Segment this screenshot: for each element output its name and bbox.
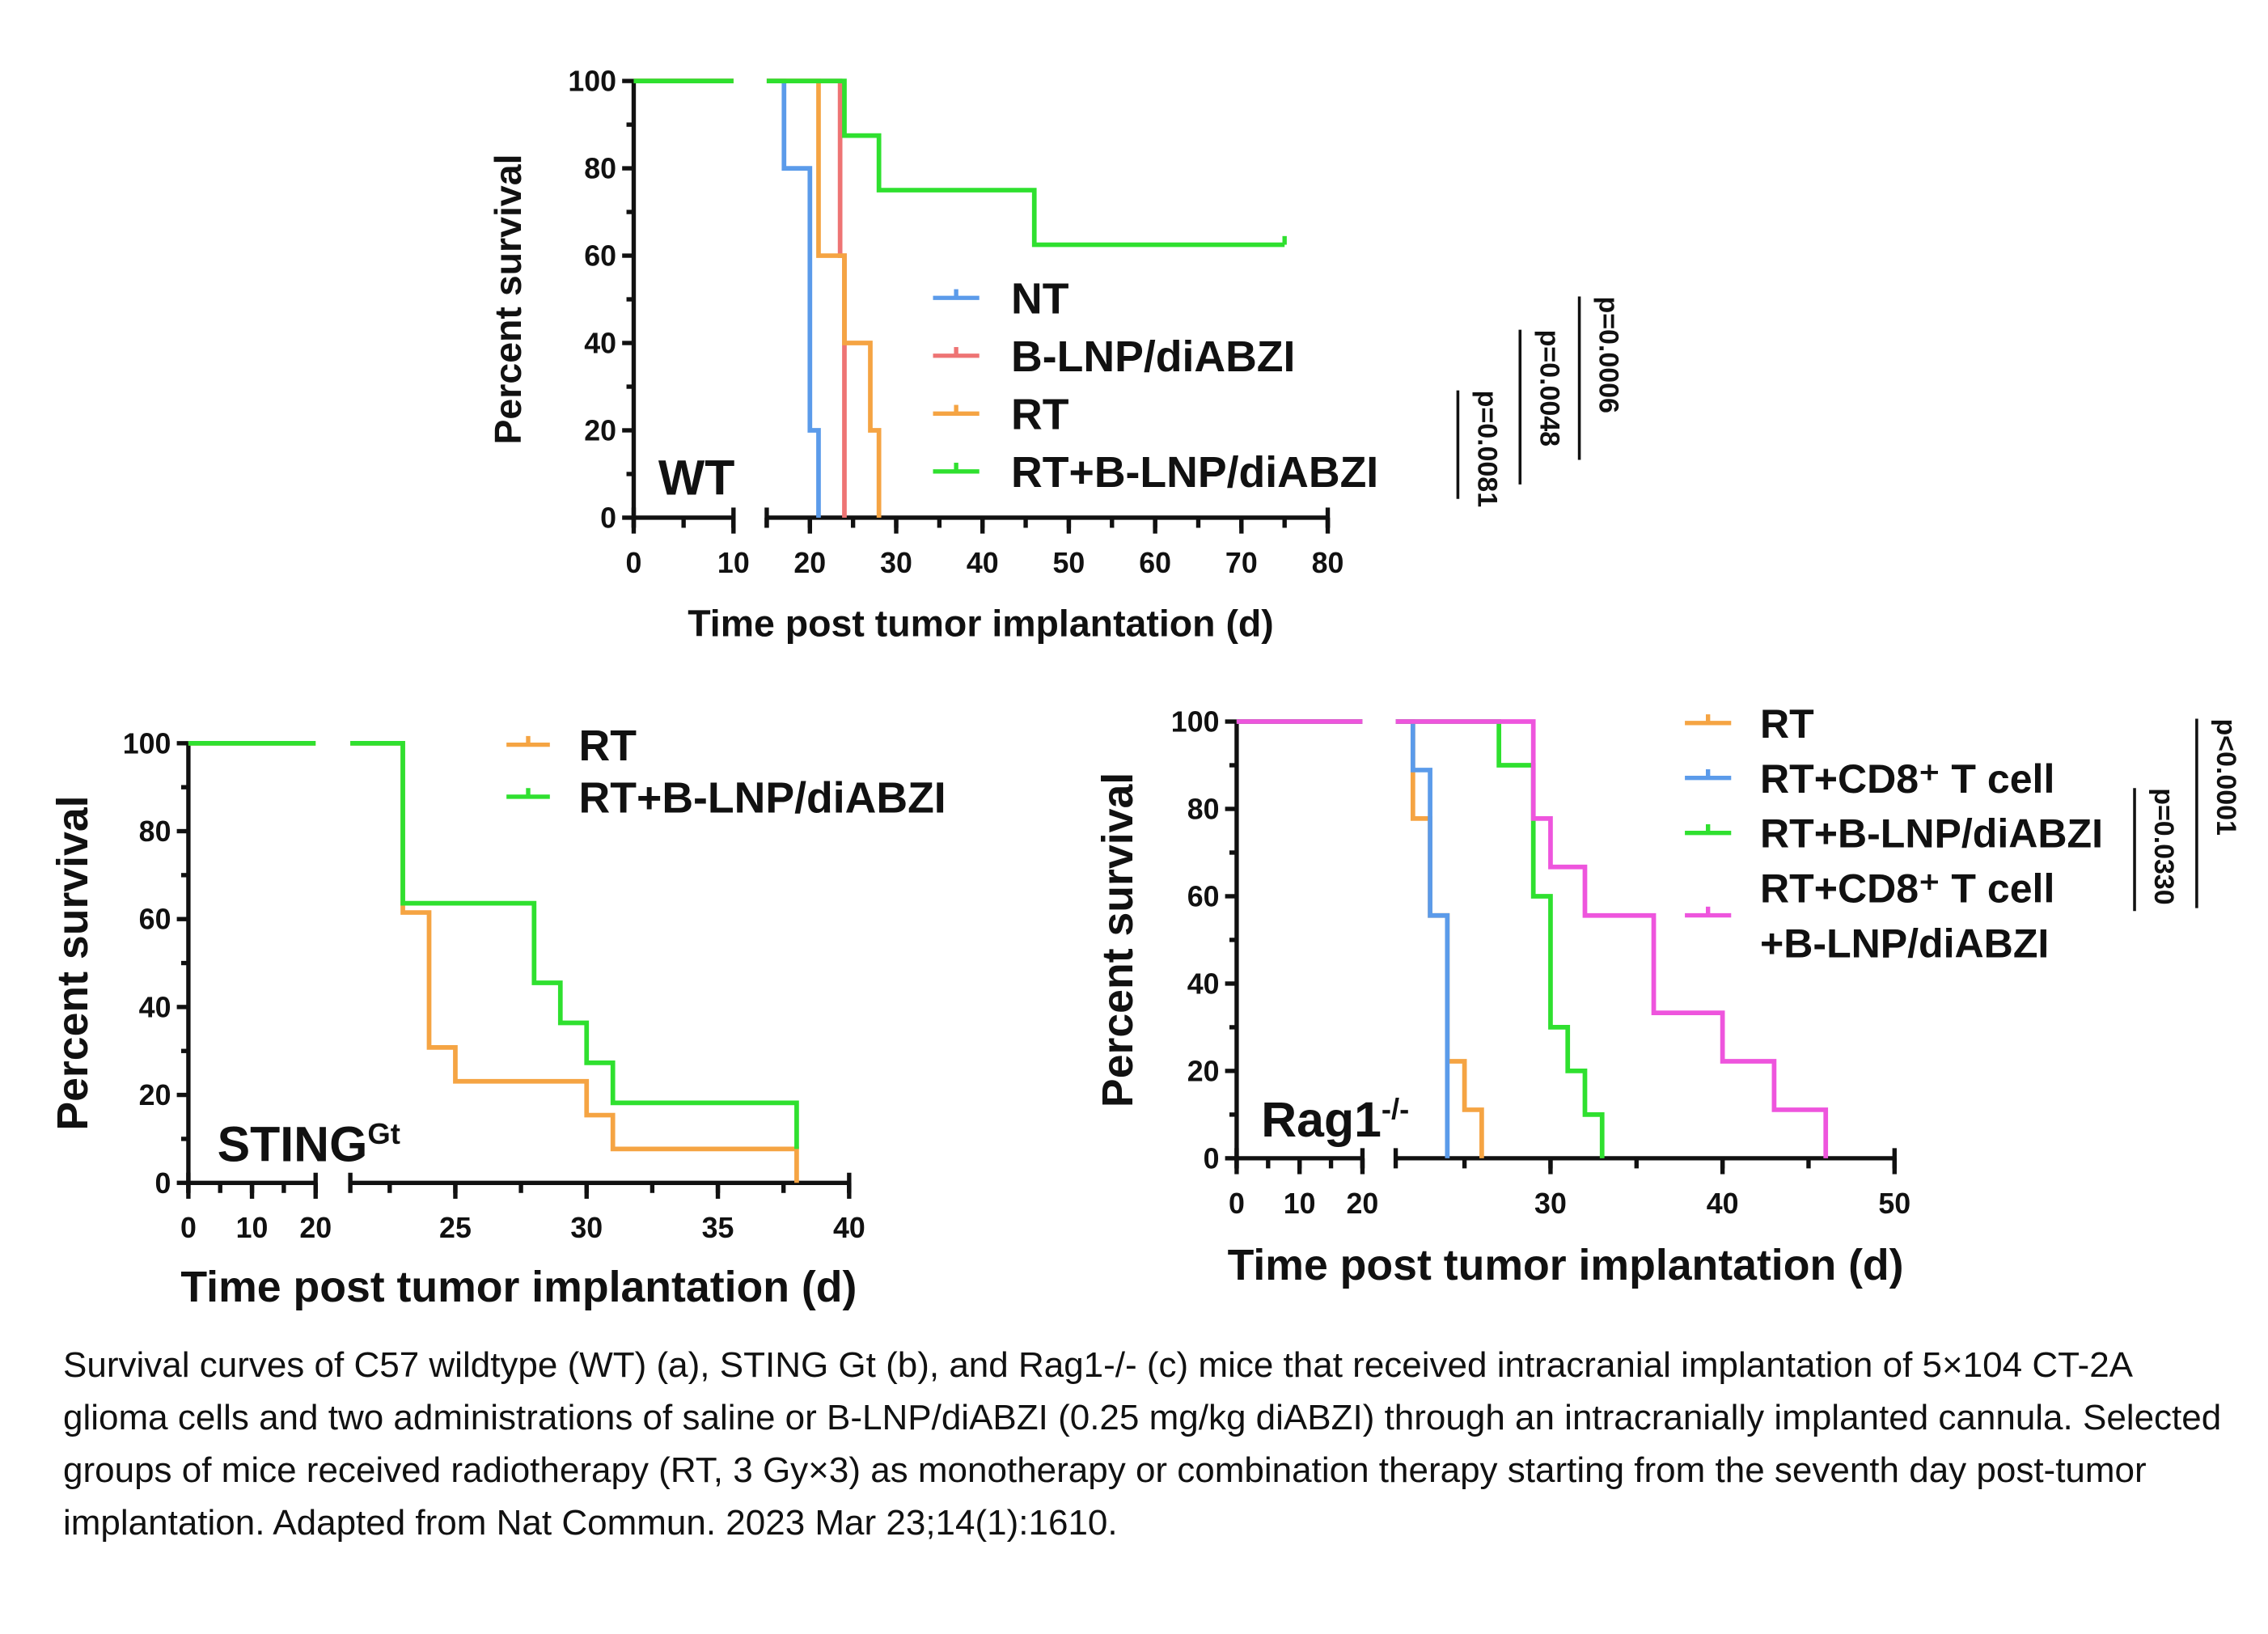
survival-curve-3 [1236, 719, 1829, 1158]
x-tick-label: 0 [180, 1212, 197, 1244]
pvalue-label: p=0.0081 [1471, 391, 1502, 507]
panel-label-superscript: -/- [1382, 1093, 1409, 1126]
y-tick-label: 100 [123, 727, 171, 760]
x-tick-label: 20 [299, 1212, 332, 1244]
legend-label: B-LNP/diABZI [1011, 332, 1295, 381]
panel-genotype-label: WT [658, 450, 734, 505]
y-tick-label: 80 [139, 815, 171, 848]
x-tick-label: 40 [1707, 1187, 1739, 1220]
x-tick-label: 0 [1229, 1187, 1245, 1220]
x-tick-label: 0 [626, 547, 642, 579]
survival-curve-1 [188, 740, 799, 1149]
panel-genotype-label: STINGGt [218, 1116, 400, 1171]
panel-genotype-label: Rag1-/- [1261, 1092, 1409, 1147]
panel-label-text: STING [218, 1116, 368, 1171]
x-tick-label: 30 [880, 547, 912, 579]
legend-label: RT [1760, 701, 1814, 747]
x-tick-label: 30 [1534, 1187, 1567, 1220]
x-tick-label: 40 [833, 1212, 865, 1244]
x-tick-label: 70 [1225, 547, 1258, 579]
legend-label: RT [579, 722, 637, 770]
x-tick-label: 35 [702, 1212, 734, 1244]
legend-label: RT+CD8⁺ T cell [1760, 866, 2054, 912]
legend-label: RT+CD8⁺ T cell [1760, 756, 2054, 802]
y-tick-label: 40 [139, 991, 171, 1023]
legend-label: RT+B-LNP/diABZI [579, 773, 946, 822]
chart-panel-c: 0 20 40 60 80 100 0 10 20 30 40 50 Time post tumor i… [1094, 701, 2241, 1289]
x-tick-label: 25 [439, 1212, 472, 1244]
survival-curve-3 [633, 78, 1285, 248]
y-tick-label: 20 [584, 415, 616, 447]
x-tick-label: 20 [793, 547, 826, 579]
y-tick-label: 40 [584, 328, 616, 360]
pvalue-label: p<0.0001 [2211, 718, 2241, 835]
y-tick-label: 20 [1187, 1055, 1220, 1087]
panel-label-superscript: Gt [367, 1117, 400, 1150]
legend-label: RT+B-LNP/diABZI [1760, 811, 2103, 857]
x-tick-label: 10 [236, 1212, 269, 1244]
x-axis-title: Time post tumor implantation (d) [1228, 1241, 1904, 1289]
x-tick-label: 10 [717, 547, 750, 579]
legend-label: RT [1011, 391, 1069, 439]
x-tick-label: 20 [1347, 1187, 1379, 1220]
legend-label-line2: +B-LNP/diABZI [1760, 921, 2049, 967]
y-tick-label: 0 [600, 502, 616, 534]
pvalue-label: p=0.0048 [1534, 330, 1564, 447]
x-tick-label: 50 [1053, 547, 1085, 579]
chart-panel-b: 0 20 40 60 80 100 0 10 20 25 30 35 40 Time post tumor… [49, 722, 946, 1311]
x-tick-label: 60 [1139, 547, 1171, 579]
y-axis-title: Percent survival [1094, 773, 1142, 1107]
x-tick-label: 50 [1878, 1187, 1910, 1220]
y-tick-label: 0 [1204, 1142, 1220, 1175]
y-tick-label: 80 [1187, 794, 1220, 826]
x-tick-label: 30 [570, 1212, 603, 1244]
pvalue-label: p=0.0330 [2148, 788, 2179, 904]
legend-label: NT [1011, 275, 1069, 324]
legend: NT B-LNP/diABZI RT RT+B-LNP/diABZI [933, 275, 1378, 497]
y-tick-label: 80 [584, 153, 616, 185]
x-tick-label: 80 [1312, 547, 1344, 579]
x-axis-title: Time post tumor implantation (d) [688, 603, 1274, 645]
pvalue-label: p=0.0006 [1593, 296, 1624, 413]
x-axis-title: Time post tumor implantation (d) [180, 1263, 857, 1311]
y-tick-label: 60 [1187, 880, 1220, 912]
y-tick-label: 60 [139, 904, 171, 936]
x-tick-label: 40 [967, 547, 999, 579]
figure-caption: Survival curves of C57 wildtype (WT) (a)… [63, 1345, 2222, 1543]
y-tick-label: 20 [139, 1079, 171, 1111]
chart-panel-a: 0 20 40 60 80 100 0 10 20 30 40 50 60 70 80 Time post t… [487, 66, 1624, 645]
y-axis-title: Percent survival [49, 795, 97, 1130]
panel-label-text: WT [658, 450, 734, 505]
panel-label-text: Rag1 [1261, 1092, 1382, 1147]
legend-label: RT+B-LNP/diABZI [1011, 448, 1378, 497]
y-tick-label: 0 [155, 1167, 171, 1200]
y-tick-label: 60 [584, 240, 616, 273]
x-tick-label: 10 [1284, 1187, 1316, 1220]
y-tick-label: 40 [1187, 967, 1220, 1000]
y-axis-title: Percent survival [487, 155, 529, 445]
y-tick-label: 100 [1171, 706, 1220, 739]
y-tick-label: 100 [568, 66, 616, 98]
legend: RT RT+CD8⁺ T cell RT+B-LNP/diABZI RT+CD8⁺ T… [1685, 701, 2103, 967]
